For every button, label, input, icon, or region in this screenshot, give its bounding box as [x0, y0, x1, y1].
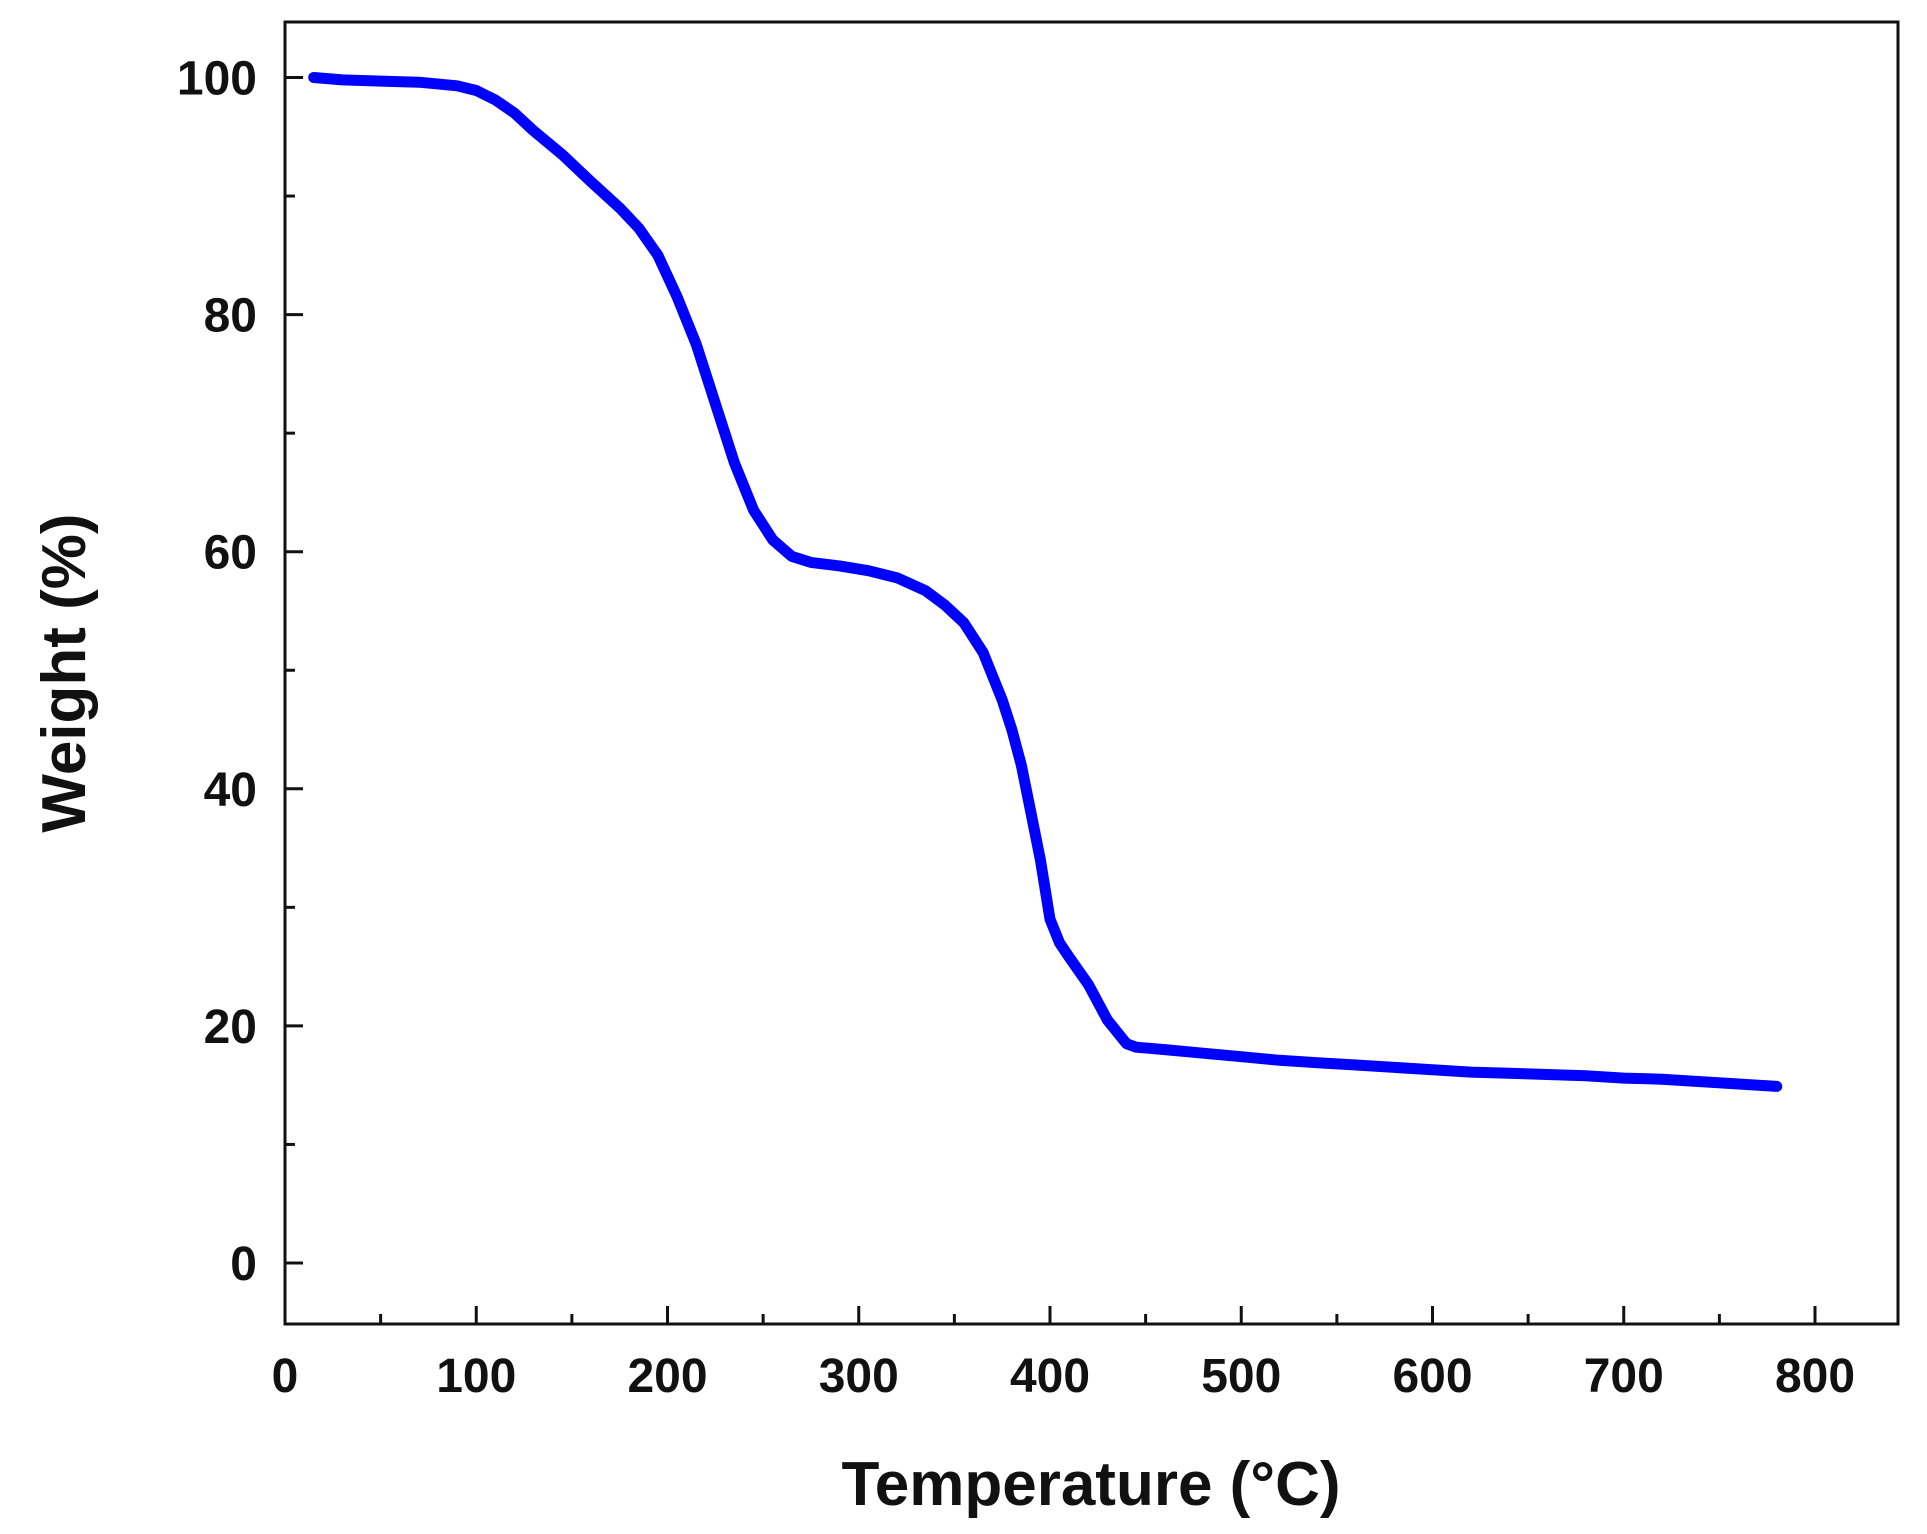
- x-axis-tick-labels: 0 100 200 300 400 500 600 700 800: [272, 1350, 1855, 1403]
- y-axis-tick-labels: 0 20 40 60 80 100: [177, 53, 257, 1292]
- x-axis-ticks: [283, 1306, 1817, 1324]
- y-tick-label: 60: [204, 527, 257, 580]
- x-axis-title: Temperature (°C): [841, 1450, 1340, 1519]
- y-tick-label: 40: [204, 764, 257, 817]
- x-tick-label: 700: [1584, 1350, 1664, 1403]
- y-tick-label: 80: [204, 290, 257, 343]
- x-tick-label: 400: [1010, 1350, 1090, 1403]
- x-tick-label: 100: [436, 1350, 516, 1403]
- x-tick-label: 500: [1201, 1350, 1281, 1403]
- y-tick-label: 0: [230, 1238, 257, 1291]
- y-tick-label: 100: [177, 53, 257, 106]
- series-line-weight: [308, 72, 1783, 1092]
- x-tick-label: 200: [627, 1350, 707, 1403]
- y-axis-title: Weight (%): [30, 513, 99, 832]
- plot-frame: [283, 20, 1900, 1326]
- x-tick-label: 0: [272, 1350, 299, 1403]
- x-tick-label: 600: [1392, 1350, 1472, 1403]
- y-axis-ticks: [285, 76, 303, 1265]
- x-tick-label: 800: [1775, 1350, 1855, 1403]
- y-tick-label: 20: [204, 1001, 257, 1054]
- x-tick-label: 300: [819, 1350, 899, 1403]
